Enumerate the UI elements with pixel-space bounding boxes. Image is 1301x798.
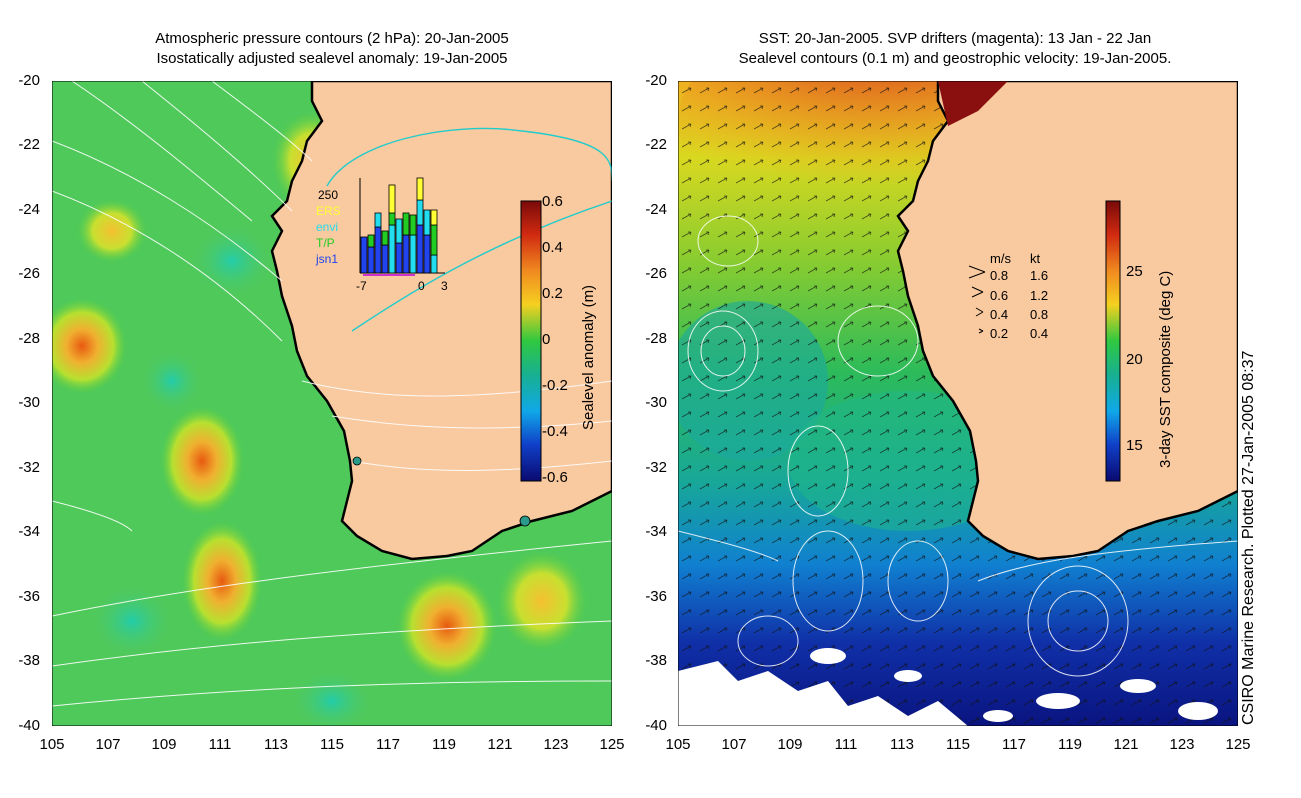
left-xtick: 111 — [208, 736, 232, 753]
left-cb-tick-neg0.6: -0.6 — [542, 469, 568, 486]
left-title-line2: Isostatically adjusted sealevel anomaly:… — [156, 50, 508, 67]
speed-legend-row-ms: 0.8 — [990, 268, 1009, 283]
right-cb-tick-20: 20 — [1126, 351, 1143, 368]
left-xtick: 123 — [543, 736, 569, 753]
left-xtick: 125 — [599, 736, 625, 753]
inset-count-label: 250 — [318, 188, 339, 202]
inset-xtick-3: 3 — [441, 279, 448, 293]
speed-legend-arrows-icon — [968, 265, 986, 334]
left-cb-tick-0.6: 0.6 — [542, 193, 563, 210]
left-xtick: 115 — [320, 736, 344, 753]
right-ytick: -34 — [645, 523, 667, 540]
left-xtick: 113 — [264, 736, 288, 753]
right-xtick: 121 — [1113, 736, 1139, 753]
speed-legend-row-kt: 0.8 — [1030, 307, 1049, 322]
left-cb-tick-neg0.4: -0.4 — [542, 423, 568, 440]
right-title-line2: Sealevel contours (0.1 m) and geostrophi… — [738, 50, 1172, 67]
credit-text: CSIRO Marine Research. Plotted 27-Jan-20… — [1240, 350, 1257, 725]
left-ytick: -40 — [18, 717, 40, 734]
left-colorbar — [520, 200, 542, 482]
right-xtick: 109 — [777, 736, 803, 753]
right-ytick: -28 — [645, 330, 667, 347]
right-title-line1: SST: 20-Jan-2005. SVP drifters (magenta)… — [758, 30, 1152, 47]
speed-legend-header-ms: m/s — [990, 251, 1011, 266]
right-ytick: -40 — [645, 717, 667, 734]
speed-legend-row-ms: 0.2 — [990, 326, 1009, 341]
left-cb-tick-0.4: 0.4 — [542, 239, 563, 256]
right-colorbar — [1105, 200, 1121, 482]
right-ytick: -30 — [645, 394, 667, 411]
right-ytick: -20 — [645, 72, 667, 89]
left-xtick: 107 — [95, 736, 121, 753]
left-ytick: -30 — [18, 394, 40, 411]
left-ytick: -36 — [18, 588, 40, 605]
inset-legend-tp: T/P — [316, 236, 335, 250]
left-xtick: 121 — [487, 736, 513, 753]
inset-xtick-0: 0 — [418, 279, 425, 293]
right-ytick: -22 — [645, 136, 667, 153]
left-title-line1: Atmospheric pressure contours (2 hPa): 2… — [155, 30, 509, 47]
right-ytick: -32 — [645, 459, 667, 476]
right-xtick: 117 — [1002, 736, 1026, 753]
left-ytick: -32 — [18, 459, 40, 476]
inset-legend-ers: ERS — [316, 204, 341, 218]
right-ytick: -36 — [645, 588, 667, 605]
left-ytick: -24 — [18, 201, 40, 218]
right-ytick: -24 — [645, 201, 667, 218]
right-xtick: 123 — [1169, 736, 1195, 753]
right-ytick: -26 — [645, 265, 667, 282]
left-ytick: -28 — [18, 330, 40, 347]
left-colorbar-label: Sealevel anomaly (m) — [580, 284, 597, 430]
left-xtick: 105 — [39, 736, 65, 753]
right-cb-tick-25: 25 — [1126, 263, 1143, 280]
inset-xtick-neg7: -7 — [356, 279, 367, 293]
left-cb-tick-0: 0 — [542, 331, 551, 348]
speed-legend-row-ms: 0.6 — [990, 288, 1009, 303]
right-colorbar-label: 3-day SST composite (deg C) — [1157, 270, 1174, 468]
left-xtick: 117 — [376, 736, 400, 753]
right-land — [896, 81, 1238, 561]
right-xtick: 125 — [1225, 736, 1251, 753]
speed-legend-row-kt: 0.4 — [1030, 326, 1049, 341]
right-xtick: 105 — [665, 736, 691, 753]
left-ytick: -26 — [18, 265, 40, 282]
speed-legend-row-kt: 1.6 — [1030, 268, 1049, 283]
right-cb-tick-15: 15 — [1126, 437, 1143, 454]
left-inset-histogram — [359, 177, 445, 276]
speed-legend-header-kt: kt — [1030, 251, 1041, 266]
left-xtick: 119 — [432, 736, 456, 753]
left-cb-tick-neg0.2: -0.2 — [542, 377, 568, 394]
right-map — [678, 81, 1238, 726]
speed-legend-row-ms: 0.4 — [990, 307, 1009, 322]
speed-legend-row-kt: 1.2 — [1030, 288, 1049, 303]
right-xtick: 115 — [946, 736, 970, 753]
right-ytick: -38 — [645, 652, 667, 669]
inset-legend-envi: envi — [316, 220, 339, 234]
left-ytick: -20 — [18, 72, 40, 89]
inset-legend-jsn1: jsn1 — [316, 252, 339, 266]
left-ytick: -38 — [18, 652, 40, 669]
left-cb-tick-0.2: 0.2 — [542, 285, 563, 302]
left-ytick: -34 — [18, 523, 40, 540]
left-xtick: 109 — [151, 736, 177, 753]
right-xtick: 111 — [834, 736, 858, 753]
right-xtick: 113 — [890, 736, 914, 753]
right-xtick: 119 — [1058, 736, 1082, 753]
left-ytick: -22 — [18, 136, 40, 153]
right-xtick: 107 — [721, 736, 747, 753]
